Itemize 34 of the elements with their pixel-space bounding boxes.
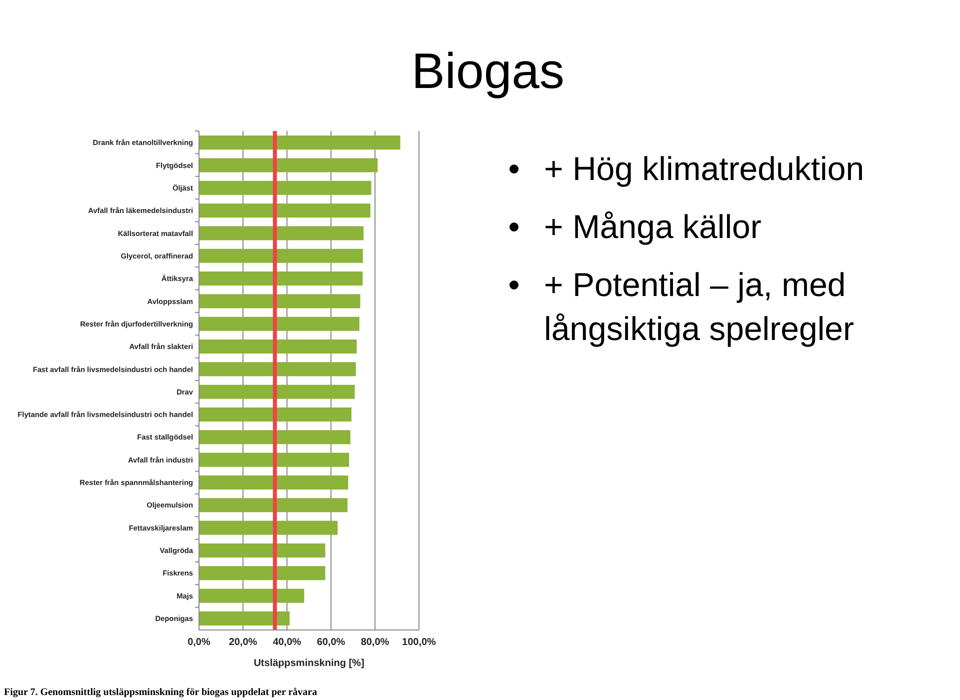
bar bbox=[199, 611, 290, 626]
x-tick-label: 0,0% bbox=[188, 637, 211, 648]
text: Figur 7. Genomsnittlig utsläppsminskning för biogas uppdelat per råvara bbox=[4, 687, 318, 698]
x-tick-label: 60,0% bbox=[316, 637, 346, 648]
bar bbox=[199, 226, 364, 240]
text: + Potential – ja, med långsiktiga spelregler bbox=[544, 266, 854, 347]
bar bbox=[199, 566, 326, 580]
bar bbox=[199, 498, 348, 512]
text: + Många källor bbox=[544, 208, 762, 245]
bar bbox=[199, 248, 363, 263]
x-axis-title: Utsläppsminskning [%] bbox=[254, 658, 364, 669]
bar bbox=[199, 136, 400, 150]
bar bbox=[199, 272, 363, 286]
text: + Hög klimatreduktion bbox=[544, 150, 864, 187]
bar bbox=[199, 543, 326, 558]
x-tick-label: 40,0% bbox=[272, 637, 302, 648]
bar bbox=[199, 475, 348, 490]
bar bbox=[199, 384, 355, 399]
bar bbox=[199, 294, 360, 308]
bar bbox=[199, 339, 357, 354]
x-tick-label: 100,0% bbox=[402, 637, 436, 648]
x-tick-label: 80,0% bbox=[360, 637, 390, 648]
bar bbox=[199, 362, 356, 376]
bar bbox=[199, 204, 370, 218]
bar bbox=[199, 588, 304, 603]
bar bbox=[199, 452, 350, 467]
bar bbox=[199, 430, 350, 444]
chart-title: Biogas bbox=[412, 43, 564, 99]
bar bbox=[199, 520, 338, 535]
bar bbox=[199, 158, 378, 172]
bar bbox=[199, 316, 360, 331]
bar bbox=[199, 180, 372, 195]
x-tick-label: 20,0% bbox=[228, 637, 258, 648]
bar bbox=[199, 407, 352, 422]
